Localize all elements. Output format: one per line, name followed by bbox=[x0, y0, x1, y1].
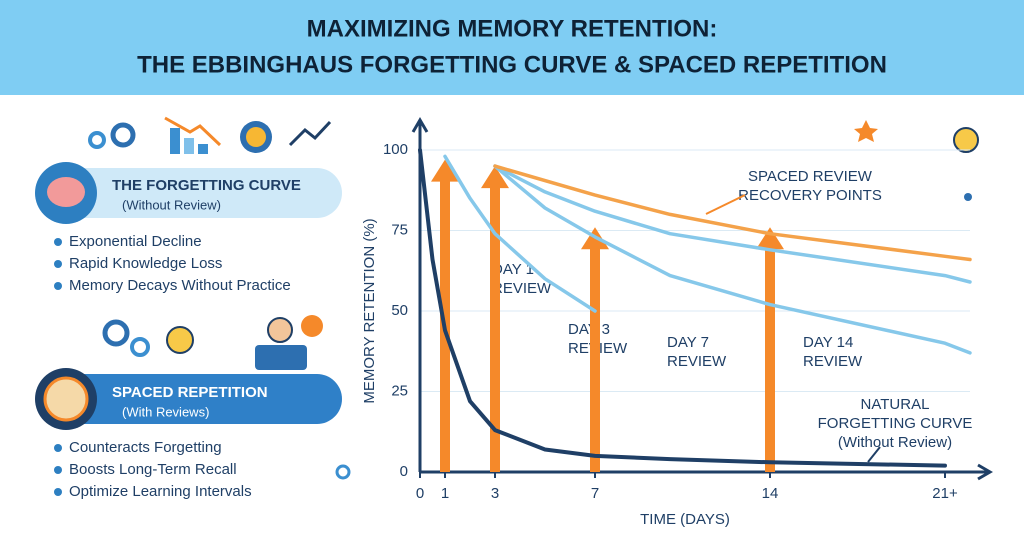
bullet-text: Boosts Long-Term Recall bbox=[69, 461, 237, 478]
panel-pill bbox=[40, 168, 342, 218]
x-tick-label: 21+ bbox=[932, 485, 958, 502]
brain-icon bbox=[47, 177, 85, 207]
clock-icon bbox=[43, 376, 89, 422]
review-arrow bbox=[581, 227, 609, 472]
review-arrow bbox=[756, 227, 784, 472]
x-tick-label: 1 bbox=[441, 485, 449, 502]
review-arrow bbox=[481, 166, 509, 472]
series-line bbox=[493, 164, 972, 284]
series-line bbox=[443, 154, 597, 313]
annotation: RECOVERY POINTS bbox=[738, 187, 882, 204]
review-label: DAY 7 bbox=[667, 334, 709, 351]
review-label: REVIEW bbox=[492, 280, 552, 297]
review-label: REVIEW bbox=[803, 353, 863, 370]
series-line bbox=[493, 164, 972, 262]
y-axis-label: MEMORY RETENTION (%) bbox=[361, 218, 378, 403]
bullet-dot bbox=[54, 466, 62, 474]
bullet-text: Exponential Decline bbox=[69, 233, 202, 250]
bullet-dot bbox=[54, 444, 62, 452]
header-band bbox=[0, 0, 1024, 95]
annotation: SPACED REVIEW bbox=[748, 168, 873, 185]
x-axis-label: TIME (DAYS) bbox=[640, 511, 730, 528]
y-tick-label: 50 bbox=[391, 302, 408, 319]
review-arrow bbox=[431, 159, 459, 472]
panel-pill bbox=[40, 374, 342, 424]
panel-title: THE FORGETTING CURVE bbox=[112, 177, 301, 194]
y-tick-label: 0 bbox=[400, 463, 408, 480]
bullet-dot bbox=[54, 238, 62, 246]
annotation: FORGETTING CURVE bbox=[818, 415, 973, 432]
annotation: (Without Review) bbox=[838, 434, 952, 451]
bullet-text: Memory Decays Without Practice bbox=[69, 277, 291, 294]
title-line: MAXIMIZING MEMORY RETENTION: bbox=[307, 15, 718, 42]
x-tick-label: 7 bbox=[591, 485, 599, 502]
review-label: REVIEW bbox=[667, 353, 727, 370]
review-label: DAY 3 bbox=[568, 321, 610, 338]
bullet-text: Rapid Knowledge Loss bbox=[69, 255, 222, 272]
annotation-pointer bbox=[867, 446, 881, 463]
bullet-text: Counteracts Forgetting bbox=[69, 439, 222, 456]
bullet-text: Optimize Learning Intervals bbox=[69, 483, 252, 500]
x-axis bbox=[420, 463, 993, 481]
series-line bbox=[418, 148, 947, 468]
review-label: DAY 1 bbox=[492, 261, 534, 278]
bullet-dot bbox=[54, 282, 62, 290]
bullet-dot bbox=[54, 488, 62, 496]
bullet-dot bbox=[54, 260, 62, 268]
panel-subtitle: (With Reviews) bbox=[122, 404, 209, 419]
panel-title: SPACED REPETITION bbox=[112, 384, 268, 401]
series-line bbox=[493, 164, 972, 355]
title-line: THE EBBINGHAUS FORGETTING CURVE & SPACED… bbox=[137, 51, 887, 78]
y-axis bbox=[411, 117, 429, 472]
icons bbox=[88, 116, 979, 480]
y-tick-label: 25 bbox=[391, 382, 408, 399]
y-tick-label: 100 bbox=[383, 141, 408, 158]
panel-subtitle: (Without Review) bbox=[122, 197, 221, 212]
annotation: NATURAL bbox=[861, 396, 930, 413]
x-tick-label: 14 bbox=[762, 485, 779, 502]
x-tick-label: 0 bbox=[416, 485, 424, 502]
annotation-pointer bbox=[705, 194, 746, 215]
y-tick-label: 75 bbox=[391, 221, 408, 238]
x-tick-label: 3 bbox=[491, 485, 499, 502]
bullet-lists: Exponential Decline Rapid Knowledge Loss M… bbox=[54, 233, 291, 500]
review-label: DAY 14 bbox=[803, 334, 853, 351]
